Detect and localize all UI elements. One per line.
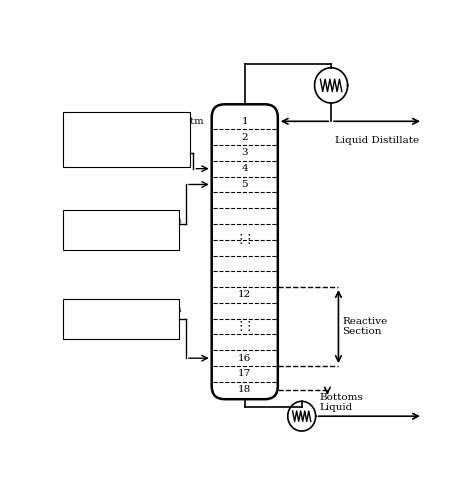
- Text: F = 27.71 kmol/h: F = 27.71 kmol/h: [68, 132, 155, 141]
- FancyBboxPatch shape: [63, 299, 179, 339]
- Text: ⋮: ⋮: [242, 233, 255, 246]
- Text: T = 133.7 °C  P = 0.42 atm: T = 133.7 °C P = 0.42 atm: [68, 117, 204, 126]
- Text: ⋮: ⋮: [242, 320, 255, 333]
- Text: = 1.0: = 1.0: [139, 234, 169, 243]
- Text: Bottoms
Liquid: Bottoms Liquid: [319, 393, 363, 412]
- Text: 17: 17: [238, 369, 251, 379]
- Text: = 0.742: = 0.742: [123, 150, 165, 159]
- Text: 18: 18: [238, 385, 251, 394]
- Text: F = 10 kmol/h z: F = 10 kmol/h z: [68, 323, 147, 332]
- Text: Liquid Distillate: Liquid Distillate: [335, 136, 419, 145]
- Text: 2: 2: [241, 133, 248, 141]
- Text: 5: 5: [241, 180, 248, 189]
- Text: 1: 1: [241, 117, 248, 126]
- Text: HAc: HAc: [73, 153, 88, 161]
- Text: DMSO: DMSO: [108, 153, 131, 161]
- Text: HAc: HAc: [127, 237, 141, 245]
- Text: 3: 3: [241, 148, 248, 158]
- Text: ⋮: ⋮: [235, 233, 247, 246]
- Text: iPOH: iPOH: [127, 326, 145, 333]
- Text: 12: 12: [238, 291, 251, 300]
- Text: z: z: [68, 150, 73, 159]
- Text: 4: 4: [241, 164, 248, 173]
- Text: = 0.258 z: = 0.258 z: [84, 150, 134, 159]
- Text: Reactive
Section: Reactive Section: [342, 317, 387, 336]
- Text: T = 20 °C  P = 1.0 atm: T = 20 °C P = 1.0 atm: [68, 216, 182, 225]
- Text: F = 10 kmol/h z: F = 10 kmol/h z: [68, 234, 147, 243]
- Text: = 1.0: = 1.0: [141, 323, 171, 332]
- FancyBboxPatch shape: [63, 112, 190, 166]
- FancyBboxPatch shape: [212, 104, 278, 399]
- FancyBboxPatch shape: [63, 210, 179, 250]
- Text: 16: 16: [238, 354, 251, 363]
- Text: T = 20 °C  P = 1.0 atm: T = 20 °C P = 1.0 atm: [68, 305, 182, 314]
- Text: ⋮: ⋮: [235, 320, 247, 333]
